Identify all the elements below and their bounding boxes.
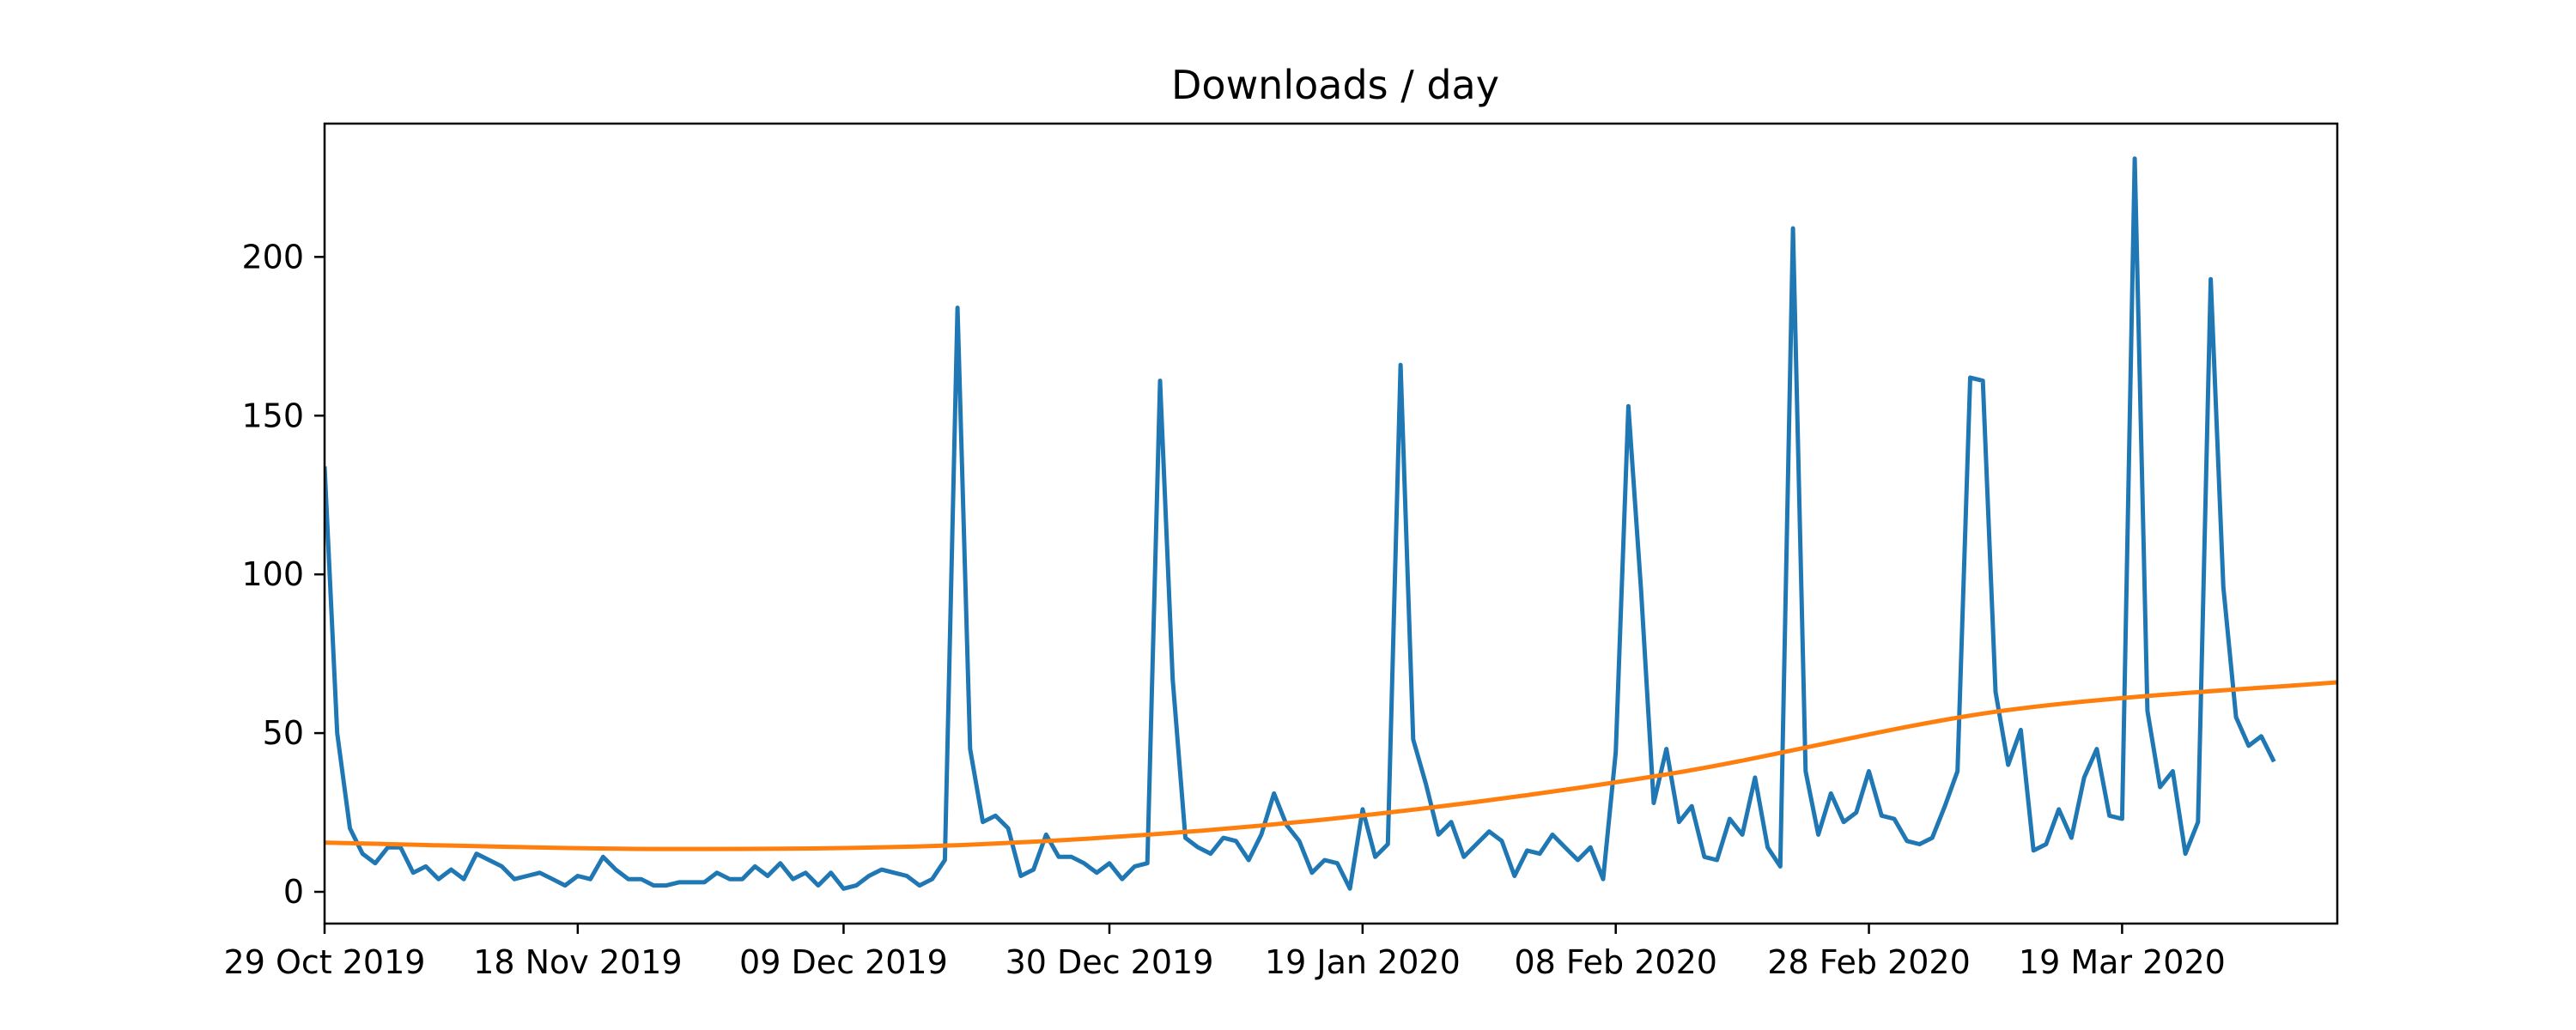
chart-title: Downloads / day bbox=[1171, 62, 1499, 108]
series-layer bbox=[325, 156, 2337, 891]
x-tick-label: 19 Mar 2020 bbox=[2019, 943, 2226, 981]
x-tick-label: 28 Feb 2020 bbox=[1767, 943, 1971, 981]
x-tick-label: 09 Dec 2019 bbox=[739, 943, 948, 981]
trend-line bbox=[325, 680, 2337, 851]
x-tick-label: 29 Oct 2019 bbox=[224, 943, 426, 981]
y-tick-label: 0 bbox=[283, 873, 304, 911]
x-tick-label: 18 Nov 2019 bbox=[473, 943, 682, 981]
y-tick-label: 150 bbox=[241, 397, 304, 434]
y-tick-label: 100 bbox=[241, 555, 304, 593]
x-tick-label: 19 Jan 2020 bbox=[1265, 943, 1461, 981]
axes-layer: 0 50 100 150 200 29 Oct 2019 18 Nov 2019 09 Dec… bbox=[224, 122, 2339, 981]
plot-area bbox=[325, 156, 2337, 891]
y-tick-label: 200 bbox=[241, 238, 304, 276]
downloads-line bbox=[325, 156, 2276, 891]
y-tick-label: 50 bbox=[263, 714, 304, 752]
x-tick-label: 08 Feb 2020 bbox=[1514, 943, 1717, 981]
x-tick-label: 30 Dec 2019 bbox=[1005, 943, 1214, 981]
plot-frame bbox=[323, 122, 2339, 925]
